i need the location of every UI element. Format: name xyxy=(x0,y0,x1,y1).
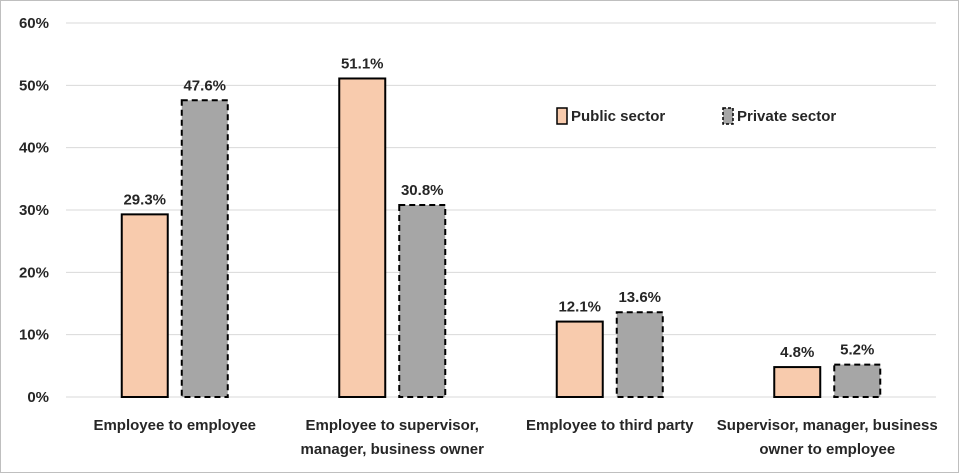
legend-label: Public sector xyxy=(571,108,665,125)
category-label: Employee to third party xyxy=(526,417,694,434)
public-sector-bar xyxy=(338,77,387,399)
private-sector-bar xyxy=(833,363,882,399)
public-sector-bar xyxy=(120,213,169,398)
category-label: Supervisor, manager, business xyxy=(717,417,938,434)
data-label: 29.3% xyxy=(123,191,166,208)
category-label: manager, business owner xyxy=(301,441,485,458)
y-tick-label: 0% xyxy=(27,389,49,406)
legend-label: Private sector xyxy=(737,108,836,125)
y-tick-label: 40% xyxy=(19,140,49,157)
data-label: 4.8% xyxy=(780,344,814,361)
y-tick-label: 10% xyxy=(19,327,49,344)
legend-swatch-public xyxy=(556,107,568,125)
y-tick-label: 20% xyxy=(19,264,49,281)
public-sector-bar xyxy=(555,320,604,398)
category-label: Employee to supervisor, xyxy=(306,417,479,434)
private-sector-bar xyxy=(615,311,664,398)
data-label: 12.1% xyxy=(558,299,601,316)
legend-swatch-private xyxy=(722,107,734,125)
data-label: 51.1% xyxy=(341,55,384,72)
data-label: 5.2% xyxy=(840,342,874,359)
data-label: 30.8% xyxy=(401,182,444,199)
category-label: Employee to employee xyxy=(93,417,256,434)
public-sector-bar xyxy=(773,366,822,398)
y-tick-label: 60% xyxy=(19,15,49,32)
data-label: 47.6% xyxy=(183,77,226,94)
category-label: owner to employee xyxy=(759,441,895,458)
private-sector-bar xyxy=(398,204,447,398)
data-label: 13.6% xyxy=(618,289,661,306)
private-sector-bar xyxy=(180,99,229,398)
y-tick-label: 50% xyxy=(19,77,49,94)
y-tick-label: 30% xyxy=(19,202,49,219)
